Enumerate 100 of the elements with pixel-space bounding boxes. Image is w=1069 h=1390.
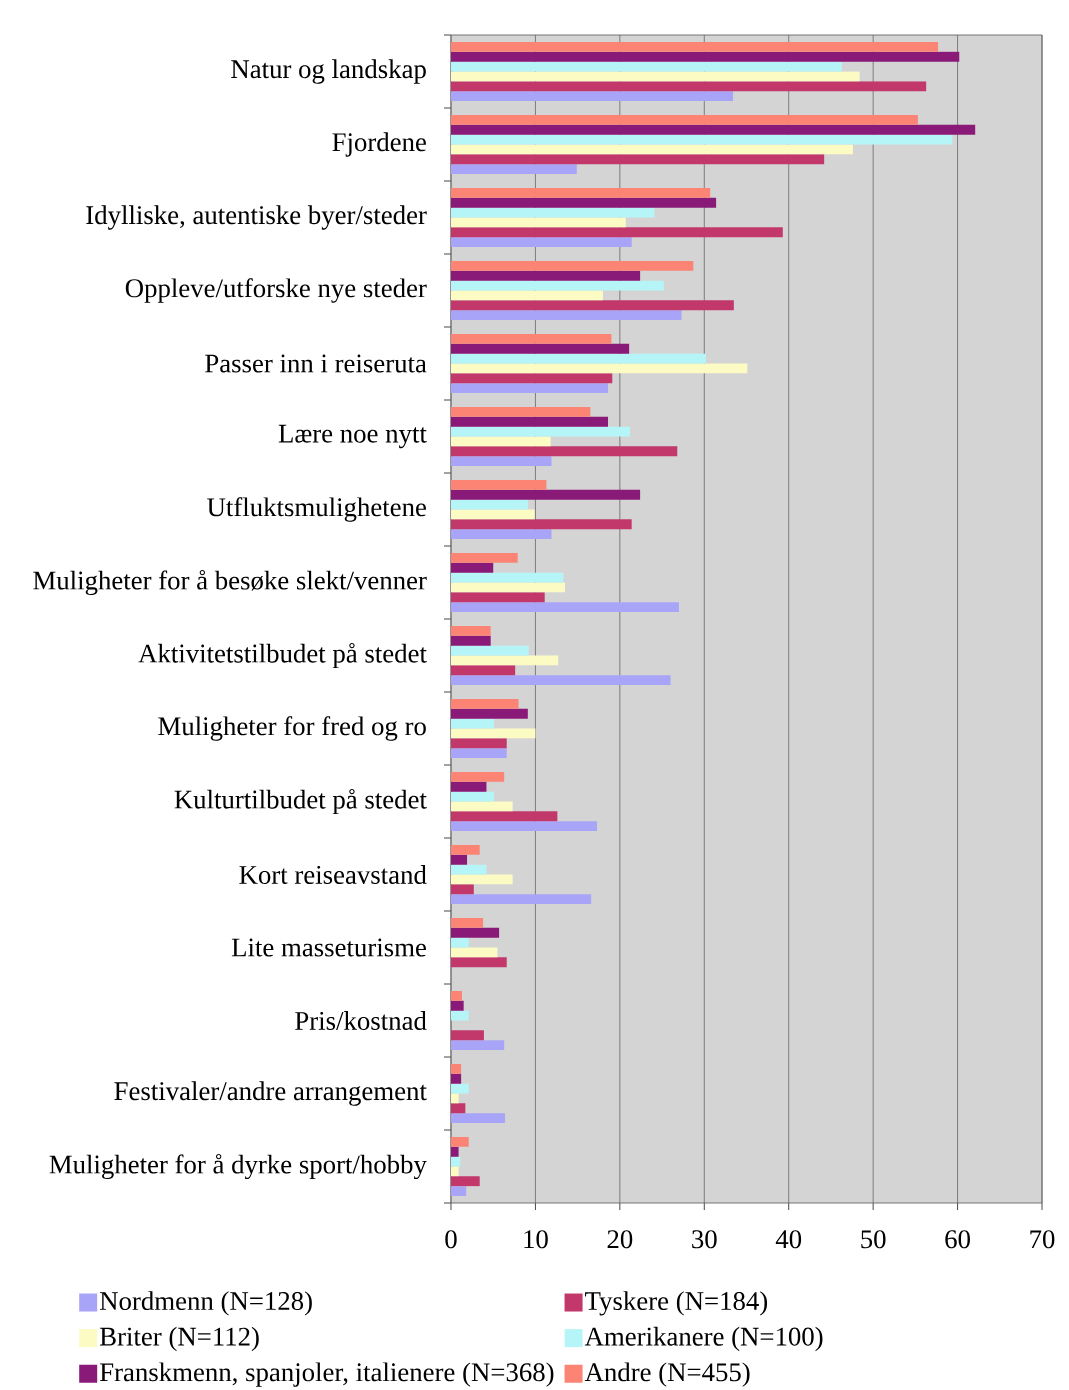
bar xyxy=(451,217,626,228)
bar xyxy=(451,227,783,238)
bar xyxy=(451,1010,469,1021)
bar xyxy=(451,1146,459,1157)
bar xyxy=(451,917,484,928)
bar xyxy=(451,363,748,374)
bar xyxy=(451,864,487,875)
legend-label: Franskmenn, spanjoler, italienere (N=368) xyxy=(99,1362,554,1387)
bar xyxy=(451,446,678,457)
bar xyxy=(451,426,630,437)
bar xyxy=(451,134,953,145)
bar xyxy=(451,1103,466,1114)
y-tick-label: Idylliske, autentiske byer/steder xyxy=(86,205,427,230)
x-tick-label: 60 xyxy=(945,1230,970,1249)
x-tick-label: 30 xyxy=(692,1230,717,1249)
bar xyxy=(451,1000,464,1011)
bar xyxy=(451,91,733,102)
bar xyxy=(451,854,468,865)
bar xyxy=(451,874,513,885)
bar xyxy=(451,300,734,311)
bar xyxy=(451,592,545,603)
bar xyxy=(451,383,609,394)
bar xyxy=(451,645,529,656)
bar xyxy=(451,990,462,1001)
bar xyxy=(451,519,632,530)
x-tick-label: 40 xyxy=(775,1230,802,1249)
bar xyxy=(451,1083,469,1094)
bar xyxy=(451,562,494,573)
bar xyxy=(451,529,552,540)
bar xyxy=(451,290,603,301)
bar xyxy=(451,207,655,218)
bar xyxy=(451,310,682,321)
bar xyxy=(451,947,498,958)
bar xyxy=(451,187,711,198)
bar xyxy=(451,1073,462,1084)
y-tick-label: Utfluktsmulighetene xyxy=(207,497,426,522)
bar xyxy=(451,1156,461,1167)
bar xyxy=(451,675,671,686)
y-tick-label: Oppleve/utforske nye steder xyxy=(125,278,427,303)
bar xyxy=(451,144,853,155)
bar xyxy=(451,665,516,676)
bar xyxy=(451,1063,462,1074)
bar xyxy=(451,821,598,832)
x-tick-label: 20 xyxy=(607,1230,633,1249)
bar xyxy=(451,957,507,968)
y-tick-label: Lite masseturisme xyxy=(231,938,426,957)
bar xyxy=(451,260,694,271)
bar xyxy=(451,791,495,802)
bar xyxy=(451,1186,467,1197)
bar xyxy=(451,1136,469,1147)
bar xyxy=(451,728,536,739)
bar xyxy=(451,718,495,729)
bar xyxy=(451,280,664,291)
legend-label: Amerikanere (N=100) xyxy=(584,1326,823,1352)
legend-label: Andre (N=455) xyxy=(584,1362,750,1387)
y-tick-label: Fjordene xyxy=(332,132,426,157)
bar xyxy=(451,333,612,344)
bar xyxy=(451,373,613,384)
bar xyxy=(451,748,507,759)
y-tick-label: Muligheter for å besøke slekt/venner xyxy=(33,569,427,596)
bar xyxy=(451,51,960,62)
y-tick-label: Passer inn i reiseruta xyxy=(205,354,427,373)
bar xyxy=(451,499,528,510)
bar xyxy=(451,154,825,165)
bar xyxy=(451,1030,484,1041)
bar xyxy=(451,884,474,895)
bar xyxy=(451,270,641,281)
bar xyxy=(451,552,518,563)
bar xyxy=(451,1113,506,1124)
bar xyxy=(451,582,565,593)
y-tick-label: Festivaler/andre arrangement xyxy=(114,1081,427,1106)
bar xyxy=(451,479,547,490)
y-tick-label: Muligheter for fred og ro xyxy=(158,716,426,741)
bar xyxy=(451,353,706,364)
legend-label: Briter (N=112) xyxy=(99,1326,259,1352)
bar xyxy=(451,61,842,72)
y-tick-label: Natur og landskap xyxy=(231,59,426,84)
bar xyxy=(451,509,535,520)
bar xyxy=(451,781,487,792)
bar xyxy=(451,1093,459,1104)
bar xyxy=(451,41,939,52)
bar xyxy=(451,937,469,948)
bar xyxy=(451,771,505,782)
legend-label: Nordmenn (N=128) xyxy=(99,1291,312,1316)
bar xyxy=(451,164,577,175)
bar xyxy=(451,572,564,583)
legend-label: Tyskere (N=184) xyxy=(585,1291,768,1316)
bar xyxy=(451,114,918,125)
bar xyxy=(451,489,641,500)
bar xyxy=(451,801,513,812)
bar xyxy=(451,343,630,354)
bar xyxy=(451,894,592,905)
y-tick-label: Muligheter for å dyrke sport/hobby xyxy=(49,1153,427,1180)
y-tick-label: Kort reiseavstand xyxy=(239,865,427,884)
bar xyxy=(451,406,591,417)
bar xyxy=(451,927,500,938)
bar xyxy=(451,197,717,208)
bar xyxy=(451,81,927,92)
bar xyxy=(451,124,976,135)
x-tick-label: 70 xyxy=(1030,1230,1055,1249)
